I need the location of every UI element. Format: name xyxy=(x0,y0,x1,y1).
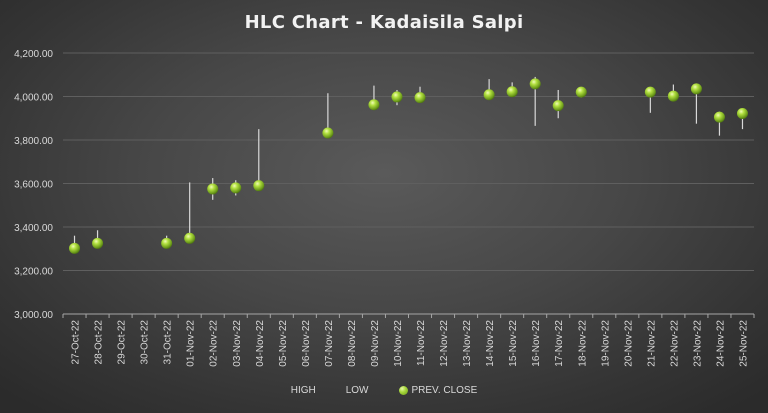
prev-close-marker xyxy=(575,86,587,98)
x-tick-label: 28-Oct-22 xyxy=(94,320,105,365)
x-tick-label: 20-Nov-22 xyxy=(623,320,634,367)
x-tick-label: 05-Nov-22 xyxy=(278,320,289,367)
x-tick-label: 01-Nov-22 xyxy=(186,320,197,367)
legend-prev-close: PREV. CLOSE xyxy=(398,385,478,396)
x-tick-label: 12-Nov-22 xyxy=(439,320,450,367)
x-tick-label: 09-Nov-22 xyxy=(370,320,381,367)
prev-close-marker xyxy=(230,182,242,194)
x-tick-label: 23-Nov-22 xyxy=(692,320,703,367)
x-tick-label: 03-Nov-22 xyxy=(232,320,243,367)
y-tick-label: 4,000.00 xyxy=(14,93,53,104)
y-tick-label: 3,600.00 xyxy=(14,180,53,191)
prev-close-marker xyxy=(529,78,541,90)
prev-close-marker xyxy=(184,232,196,244)
x-tick-label: 04-Nov-22 xyxy=(255,320,266,367)
x-tick-label: 11-Nov-22 xyxy=(416,320,427,366)
y-tick-label: 3,800.00 xyxy=(14,136,53,147)
y-tick-label: 4,200.00 xyxy=(14,49,53,60)
prev-close-marker xyxy=(552,100,564,112)
green-sphere-marker-icon xyxy=(398,386,408,395)
x-tick-label: 29-Oct-22 xyxy=(117,320,128,365)
chart-title: HLC Chart - Kadaisila Salpi xyxy=(244,12,524,33)
prev-close-marker xyxy=(253,180,265,192)
x-tick-label: 31-Oct-22 xyxy=(163,320,174,365)
legend-low: LOW xyxy=(346,385,369,396)
x-tick-label: 25-Nov-22 xyxy=(738,320,749,367)
legend-label-low: LOW xyxy=(345,385,369,396)
prev-close-marker xyxy=(667,90,679,102)
x-tick-label: 10-Nov-22 xyxy=(393,320,404,367)
x-tick-label: 08-Nov-22 xyxy=(347,320,358,367)
legend-high: HIGH xyxy=(291,385,316,396)
prev-close-marker xyxy=(483,89,495,101)
x-tick-label: 19-Nov-22 xyxy=(600,320,611,367)
x-tick-label: 22-Nov-22 xyxy=(669,320,680,367)
x-tick-label: 21-Nov-22 xyxy=(646,320,657,367)
x-tick-label: 07-Nov-22 xyxy=(324,320,335,367)
prev-close-marker xyxy=(69,242,81,254)
x-tick-label: 30-Oct-22 xyxy=(140,320,151,365)
prev-close-marker xyxy=(161,237,173,249)
prev-close-marker xyxy=(391,91,403,103)
x-tick-label: 06-Nov-22 xyxy=(301,320,312,367)
legend-label-prev-close: PREV. CLOSE xyxy=(411,385,478,396)
prev-close-marker xyxy=(736,107,748,119)
x-tick-label: 14-Nov-22 xyxy=(485,320,496,367)
y-tick-label: 3,200.00 xyxy=(14,267,53,278)
x-tick-label: 15-Nov-22 xyxy=(508,320,519,367)
x-tick-label: 13-Nov-22 xyxy=(462,320,473,367)
x-tick-label: 18-Nov-22 xyxy=(577,320,588,367)
prev-close-marker xyxy=(207,183,219,195)
x-tick-label: 02-Nov-22 xyxy=(209,320,220,367)
prev-close-marker xyxy=(414,92,426,104)
x-tick-label: 27-Oct-22 xyxy=(71,320,82,365)
prev-close-marker xyxy=(368,99,380,111)
x-tick-label: 16-Nov-22 xyxy=(531,320,542,367)
x-tick-label: 24-Nov-22 xyxy=(715,320,726,367)
prev-close-marker xyxy=(92,237,104,249)
prev-close-marker xyxy=(322,127,334,139)
legend-label-high: HIGH xyxy=(290,385,316,396)
prev-close-marker xyxy=(713,111,725,123)
legend: HIGH LOW PREV. CLOSE xyxy=(0,385,768,396)
y-tick-label: 3,400.00 xyxy=(14,223,53,234)
x-tick-label: 17-Nov-22 xyxy=(554,320,565,367)
y-tick-label: 3,000.00 xyxy=(14,310,53,321)
prev-close-marker xyxy=(644,86,656,98)
prev-close-marker xyxy=(506,86,518,98)
prev-close-marker xyxy=(690,83,702,95)
